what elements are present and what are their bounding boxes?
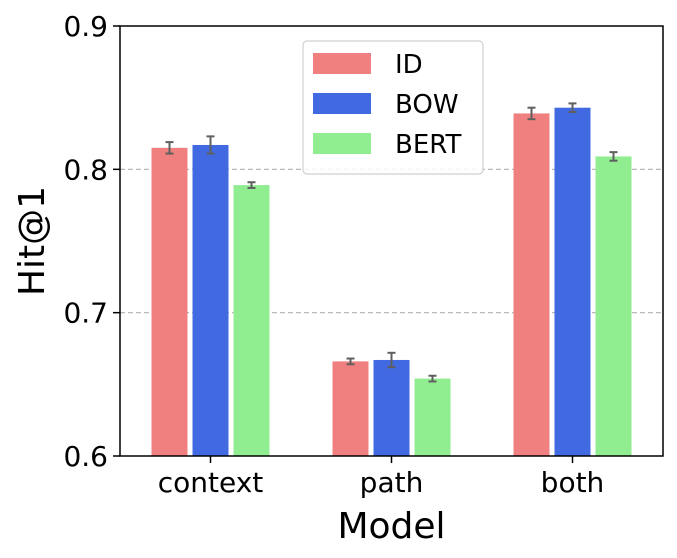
bar-bow-path: [373, 359, 410, 456]
legend-label-bow: BOW: [395, 90, 459, 120]
error-bar-bow-context: [206, 135, 215, 155]
error-bar-bow-both: [568, 102, 577, 113]
bar-bert-both: [595, 156, 632, 456]
x-tick-label: context: [158, 466, 264, 499]
bar-id-both: [513, 113, 550, 456]
bar-bow-context: [192, 144, 229, 456]
y-tick-label: 0.7: [63, 297, 108, 330]
bar-bow-both: [554, 107, 591, 456]
legend-swatch-bow: [313, 93, 371, 114]
y-tick-label: 0.6: [63, 440, 108, 473]
error-bar-bert-context: [247, 181, 256, 189]
legend-label-id: ID: [395, 50, 423, 80]
legend-swatch-id: [313, 53, 371, 74]
error-bar-bert-both: [609, 151, 618, 162]
legend-swatch-bert: [313, 133, 371, 154]
bar-id-context: [151, 147, 188, 457]
x-axis-title: Model: [337, 506, 445, 547]
axis-ticks: 0.6 0.7 0.8 0.9 context path both: [63, 10, 604, 499]
bars: [151, 107, 632, 457]
error-bar-bow-path: [387, 351, 396, 369]
bar-bert-path: [414, 378, 451, 456]
legend-label-bert: BERT: [395, 130, 461, 160]
bar-id-path: [332, 361, 369, 456]
y-axis-title: Hit@1: [12, 186, 53, 296]
y-tick-label: 0.9: [63, 10, 108, 43]
error-bar-bert-path: [428, 374, 437, 383]
error-bar-id-path: [346, 357, 355, 366]
x-tick-label: both: [541, 466, 605, 499]
y-tick-label: 0.8: [63, 153, 108, 186]
legend: ID BOW BERT: [302, 40, 484, 175]
error-bar-id-both: [527, 106, 536, 121]
x-tick-label: path: [360, 466, 424, 499]
error-bar-id-context: [165, 141, 174, 155]
error-bars: [165, 102, 618, 383]
bar-bert-context: [233, 185, 270, 456]
